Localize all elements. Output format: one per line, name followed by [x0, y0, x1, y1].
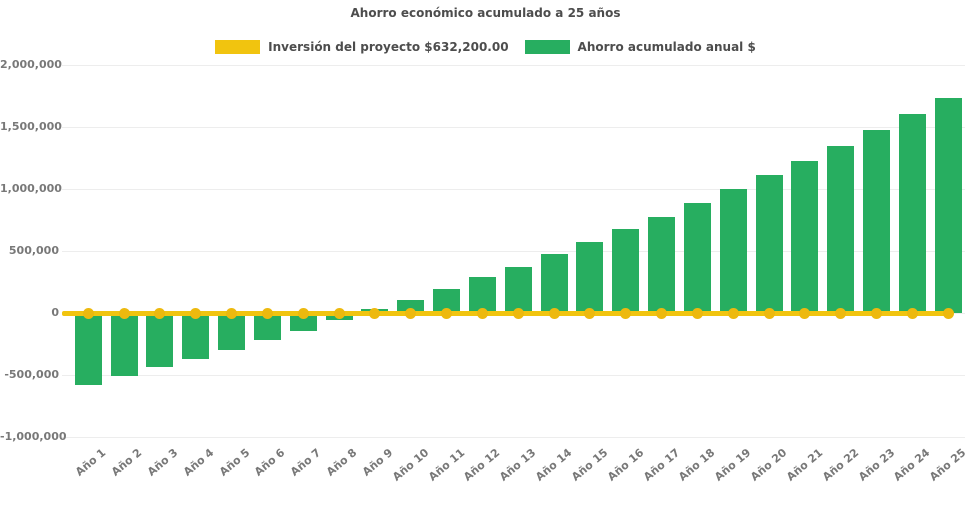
gridline [62, 250, 965, 252]
investment-line-dot [118, 307, 130, 319]
investment-line-dot [548, 307, 560, 319]
bar-year-23 [863, 130, 890, 313]
investment-line-dot [512, 307, 524, 319]
bar-year-7 [290, 313, 317, 331]
legend-swatch-icon [524, 40, 570, 54]
investment-line-dot [441, 307, 453, 319]
bar-year-5 [218, 313, 245, 350]
gridline [62, 126, 965, 128]
legend-item-label: Ahorro acumulado anual $ [577, 40, 756, 54]
bar-year-25 [935, 98, 962, 313]
bar-year-21 [791, 161, 818, 313]
investment-line-dot [942, 307, 954, 319]
investment-line-dot [799, 307, 811, 319]
gridline [62, 188, 965, 190]
savings-chart: Ahorro económico acumulado a 25 años Inv… [0, 6, 971, 484]
bar-year-1 [75, 313, 102, 385]
investment-line-dot [226, 307, 238, 319]
legend-item-bar[interactable]: Ahorro acumulado anual $ [524, 40, 756, 54]
investment-line-dot [620, 307, 632, 319]
investment-line-dot [297, 307, 309, 319]
y-axis-tick-label: 1,000,000 [0, 182, 62, 195]
investment-line-dot [333, 307, 345, 319]
investment-line-dot [584, 307, 596, 319]
investment-line-dot [82, 307, 94, 319]
investment-line-dot [405, 307, 417, 319]
bar-year-20 [756, 175, 783, 313]
investment-line-dot [261, 307, 273, 319]
y-axis-tick-label: 0 [51, 306, 59, 319]
bar-year-18 [684, 203, 711, 313]
investment-line-dot [763, 307, 775, 319]
y-axis-tick-label: 2,000,000 [0, 58, 62, 71]
investment-line-dot [369, 307, 381, 319]
investment-line [62, 310, 953, 316]
bar-year-13 [505, 267, 532, 313]
bar-year-12 [469, 277, 496, 313]
investment-line-dot [835, 307, 847, 319]
bar-year-2 [111, 313, 138, 376]
bar-year-16 [612, 229, 639, 313]
legend-swatch-icon [215, 40, 261, 54]
bar-year-14 [541, 254, 568, 313]
legend-item-line[interactable]: Inversión del proyecto $632,200.00 [215, 40, 509, 54]
bar-year-24 [899, 114, 926, 313]
investment-line-dot [656, 307, 668, 319]
investment-line-dot [871, 307, 883, 319]
investment-line-dot [906, 307, 918, 319]
y-axis-tick-label: 1,500,000 [0, 120, 62, 133]
bar-year-10 [397, 300, 424, 313]
bar-year-17 [648, 217, 675, 313]
y-axis-tick-label: -500,000 [4, 368, 59, 381]
bar-year-19 [720, 189, 747, 313]
gridline [62, 436, 965, 438]
y-axis-tick-label: 500,000 [8, 244, 59, 257]
investment-line-dot [476, 307, 488, 319]
bar-year-22 [827, 146, 854, 313]
chart-title: Ahorro económico acumulado a 25 años [350, 6, 621, 20]
bar-year-15 [576, 242, 603, 313]
legend-item-label: Inversión del proyecto $632,200.00 [268, 40, 509, 54]
investment-line-dot [154, 307, 166, 319]
gridline [62, 374, 965, 376]
gridline [62, 64, 965, 66]
investment-line-dot [727, 307, 739, 319]
bar-year-4 [182, 313, 209, 359]
investment-line-dot [190, 307, 202, 319]
bar-year-3 [146, 313, 173, 367]
y-axis-tick-label: -1,000,000 [0, 430, 67, 443]
investment-line-dot [691, 307, 703, 319]
chart-legend: Inversión del proyecto $632,200.00 Ahorro… [0, 40, 971, 54]
